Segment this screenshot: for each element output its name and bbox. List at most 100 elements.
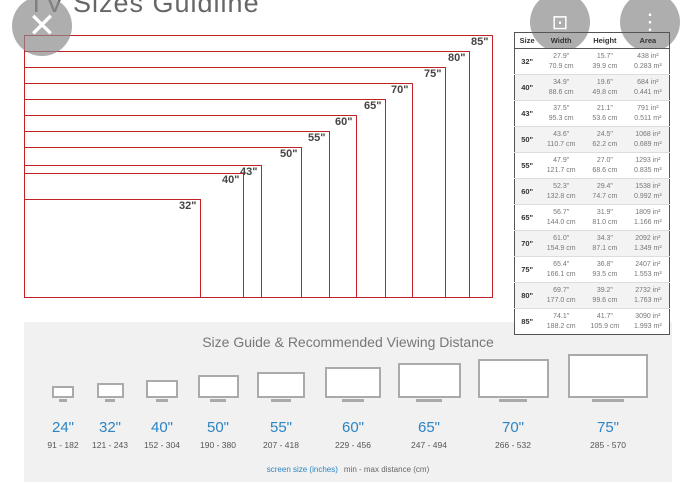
- table-row: 40" 34.9" 88.6 cm 19.6" 49.8 cm 684 in² 0.4…: [514, 74, 670, 101]
- area-cell: 1068 in² 0.689 m²: [626, 126, 670, 153]
- width-cell: 43.6" 110.7 cm: [539, 126, 584, 153]
- screen-size: 70": [501, 419, 524, 436]
- screen-size: 60": [341, 419, 364, 436]
- panel-title: Size Guide & Recommended Viewing Distanc…: [202, 334, 494, 350]
- width-cm: 188.2 cm: [546, 322, 576, 330]
- height-cell: 39.2" 99.6 cm: [583, 282, 627, 309]
- width-in: 74.1": [553, 312, 570, 320]
- width-cm: 166.1 cm: [546, 270, 576, 278]
- width-cell: 61.0" 154.9 cm: [539, 230, 584, 257]
- area-in: 1538 in²: [635, 182, 661, 190]
- size-label: 80": [448, 52, 466, 64]
- area-m: 1.553 m²: [634, 270, 662, 278]
- height-in: 15.7": [596, 52, 613, 60]
- height-cm: 62.2 cm: [592, 140, 618, 148]
- tv-icon: [397, 363, 461, 402]
- screen-size: 40": [150, 419, 173, 436]
- size-cell: 65": [514, 204, 540, 231]
- screen-outline: [24, 199, 201, 298]
- table-row: 55" 47.9" 121.7 cm 27.0" 68.6 cm 1293 in² 0…: [514, 152, 670, 179]
- table-row: 32" 27.9" 70.9 cm 15.7" 39.9 cm 438 in² 0.2…: [514, 48, 670, 75]
- distance-range: 247 - 494: [411, 440, 447, 450]
- area-in: 3090 in²: [635, 312, 661, 320]
- screen-size: 24": [51, 419, 74, 436]
- area-m: 1.993 m²: [634, 322, 662, 330]
- width-in: 37.5": [553, 104, 570, 112]
- area-m: 1.349 m²: [634, 244, 662, 252]
- distance-range: 121 - 243: [92, 440, 128, 450]
- lens-search-icon: ⊡: [551, 11, 569, 34]
- close-button[interactable]: ✕: [12, 0, 72, 56]
- height-cm: 87.1 cm: [592, 244, 618, 252]
- area-in: 438 in²: [637, 52, 659, 60]
- more-vertical-icon: ⋮: [639, 9, 661, 34]
- size-label: 75": [424, 68, 442, 80]
- area-in: 2732 in²: [635, 286, 661, 294]
- area-m: 1.166 m²: [634, 218, 662, 226]
- width-cell: 27.9" 70.9 cm: [539, 48, 584, 75]
- size-cell: 85": [514, 308, 540, 335]
- height-cell: 19.6" 49.8 cm: [583, 74, 627, 101]
- width-cell: 69.7" 177.0 cm: [539, 282, 584, 309]
- area-m: 0.441 m²: [634, 88, 662, 96]
- height-cm: 74.7 cm: [592, 192, 618, 200]
- height-in: 36.8": [596, 260, 613, 268]
- height-cm: 53.6 cm: [592, 114, 618, 122]
- height-cell: 34.3" 87.1 cm: [583, 230, 627, 257]
- width-cm: 177.0 cm: [546, 296, 576, 304]
- tv-icon: [257, 372, 305, 402]
- distance-range: 229 - 456: [335, 440, 371, 450]
- size-label: 32": [179, 200, 197, 212]
- col-width: Width: [539, 32, 584, 49]
- tv-icon: [477, 359, 549, 402]
- height-in: 41.7": [596, 312, 613, 320]
- tv-icon: [197, 375, 239, 402]
- area-in: 2092 in²: [635, 234, 661, 242]
- width-cm: 144.0 cm: [546, 218, 576, 226]
- width-cell: 56.7" 144.0 cm: [539, 204, 584, 231]
- height-cm: 68.6 cm: [592, 166, 618, 174]
- distance-range: 285 - 570: [590, 440, 626, 450]
- area-cell: 2407 in² 1.553 m²: [626, 256, 670, 283]
- width-cell: 74.1" 188.2 cm: [539, 308, 584, 335]
- width-cm: 154.9 cm: [546, 244, 576, 252]
- size-cell: 32": [514, 48, 540, 75]
- width-in: 52.3": [553, 182, 570, 190]
- width-cell: 34.9" 88.6 cm: [539, 74, 584, 101]
- size-label: 40": [222, 174, 240, 186]
- size-cell: 75": [514, 256, 540, 283]
- table-row: 43" 37.5" 95.3 cm 21.1" 53.6 cm 791 in² 0.5…: [514, 100, 670, 127]
- height-in: 29.4": [596, 182, 613, 190]
- distance-range: 266 - 532: [495, 440, 531, 450]
- area-in: 1809 in²: [635, 208, 661, 216]
- col-height: Height: [583, 32, 627, 49]
- area-in: 2407 in²: [635, 260, 661, 268]
- width-cell: 52.3" 132.8 cm: [539, 178, 584, 205]
- screen-size: 55": [269, 419, 292, 436]
- width-in: 56.7": [553, 208, 570, 216]
- width-cm: 121.7 cm: [546, 166, 576, 174]
- screen-size: 32": [98, 419, 121, 436]
- area-in: 684 in²: [637, 78, 659, 86]
- table-row: 65" 56.7" 144.0 cm 31.9" 81.0 cm 1809 in² 1…: [514, 204, 670, 231]
- col-size: Size: [514, 32, 540, 49]
- distance-range: 152 - 304: [144, 440, 180, 450]
- height-in: 21.1": [596, 104, 613, 112]
- screen-size: 75": [596, 419, 619, 436]
- height-in: 31.9": [596, 208, 613, 216]
- size-table: Size Width Height Area 32" 27.9" 70.9 cm …: [514, 32, 670, 335]
- width-in: 34.9": [553, 78, 570, 86]
- width-in: 65.4": [553, 260, 570, 268]
- table-row: 70" 61.0" 154.9 cm 34.3" 87.1 cm 2092 in² 1…: [514, 230, 670, 257]
- size-cell: 55": [514, 152, 540, 179]
- tv-icon: [96, 383, 124, 402]
- size-label: 65": [364, 100, 382, 112]
- width-in: 69.7": [553, 286, 570, 294]
- distance-range: 190 - 380: [200, 440, 236, 450]
- size-cell: 60": [514, 178, 540, 205]
- table-row: 60" 52.3" 132.8 cm 29.4" 74.7 cm 1538 in² 0…: [514, 178, 670, 205]
- height-cell: 27.0" 68.6 cm: [583, 152, 627, 179]
- width-in: 27.9": [553, 52, 570, 60]
- size-label: 85": [471, 36, 489, 48]
- height-cm: 49.8 cm: [592, 88, 618, 96]
